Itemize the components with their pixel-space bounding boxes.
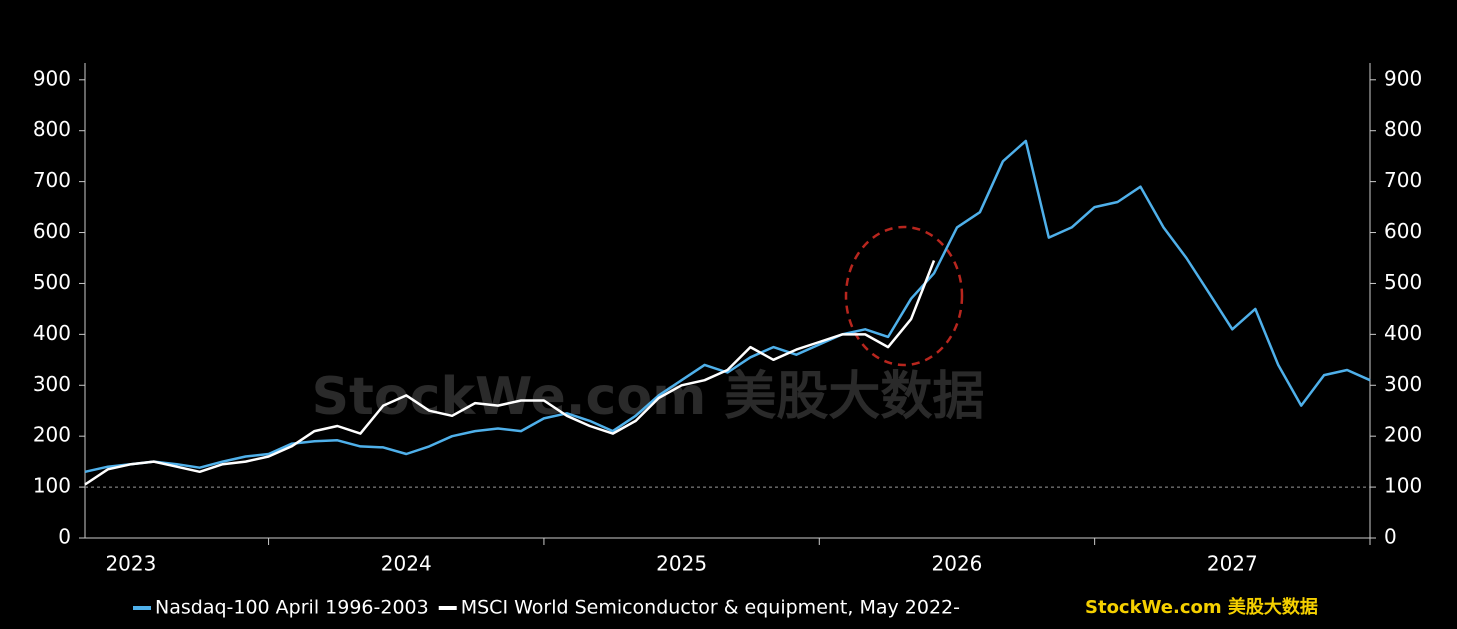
y-tick-label: 400 [33, 321, 71, 345]
y-tick-label: 100 [33, 474, 71, 498]
y2-tick-label: 400 [1384, 321, 1422, 345]
x-tick-label: 2026 [932, 552, 983, 576]
x-tick-label: 2024 [381, 552, 432, 576]
y-tick-label: 0 [58, 525, 71, 549]
series-line [84, 139, 1371, 474]
y2-tick-label: 100 [1384, 474, 1422, 498]
y2-tick-label: 200 [1384, 423, 1422, 447]
y-tick-label: 800 [33, 117, 71, 141]
series-line [84, 260, 936, 486]
y2-tick-label: 800 [1384, 117, 1422, 141]
legend-label: MSCI World Semiconductor & equipment, Ma… [461, 597, 960, 619]
watermark: StockWe.com 美股大数据 [312, 367, 985, 427]
brand: StockWe.com 美股大数据 [1085, 596, 1318, 618]
y-tick-label: 300 [33, 372, 71, 396]
y-tick-label: 600 [33, 219, 71, 243]
y2-tick-label: 500 [1384, 270, 1422, 294]
x-tick-label: 2027 [1207, 552, 1258, 576]
y2-tick-label: 300 [1384, 372, 1422, 396]
y2-tick-label: 600 [1384, 219, 1422, 243]
legend-label: Nasdaq-100 April 1996-2003 [155, 597, 429, 619]
y2-tick-label: 700 [1384, 168, 1422, 192]
y-tick-label: 900 [33, 66, 71, 90]
y2-tick-label: 900 [1384, 66, 1422, 90]
y2-tick-label: 0 [1384, 525, 1397, 549]
highlight-circle [844, 225, 964, 367]
y-tick-label: 500 [33, 270, 71, 294]
x-tick-label: 2023 [105, 552, 156, 576]
x-tick-label: 2025 [656, 552, 707, 576]
y-tick-label: 700 [33, 168, 71, 192]
y-tick-label: 200 [33, 423, 71, 447]
